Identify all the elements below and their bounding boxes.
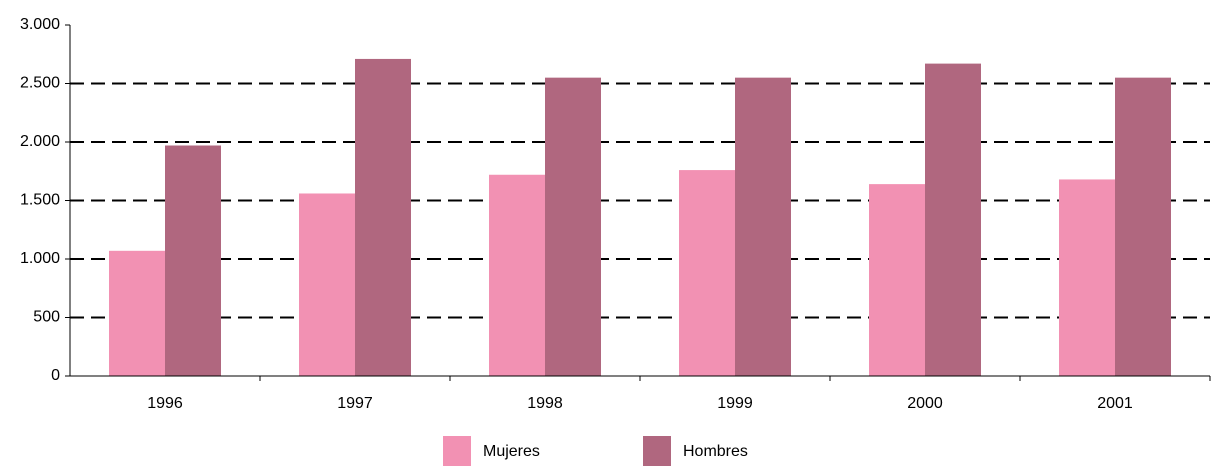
x-tick-label: 2001 xyxy=(1097,395,1133,412)
x-tick-label: 2000 xyxy=(907,395,943,412)
y-tick-label: 500 xyxy=(33,309,60,326)
legend-label: Mujeres xyxy=(483,443,540,460)
bar xyxy=(109,250,165,376)
y-tick-label: 2.500 xyxy=(20,75,60,92)
legend-label: Hombres xyxy=(683,443,748,460)
y-tick-label: 2.000 xyxy=(20,133,60,150)
bar xyxy=(489,174,545,376)
bar xyxy=(925,63,981,377)
y-tick-label: 0 xyxy=(51,367,60,384)
bar xyxy=(545,77,601,377)
legend-swatch xyxy=(443,436,471,466)
bar xyxy=(1115,77,1171,377)
bar xyxy=(165,145,221,376)
bar xyxy=(679,170,735,376)
x-tick-label: 1999 xyxy=(717,395,753,412)
y-tick-label: 1.500 xyxy=(20,192,60,209)
bar xyxy=(869,184,925,376)
bar xyxy=(299,193,355,376)
x-tick-label: 1997 xyxy=(337,395,373,412)
bar xyxy=(355,58,411,377)
bar xyxy=(735,77,791,377)
y-tick-label: 1.000 xyxy=(20,250,60,267)
legend-swatch xyxy=(643,436,671,466)
x-tick-label: 1998 xyxy=(527,395,563,412)
y-tick-label: 3.000 xyxy=(20,16,60,33)
bar xyxy=(1059,179,1115,376)
x-tick-label: 1996 xyxy=(147,395,183,412)
